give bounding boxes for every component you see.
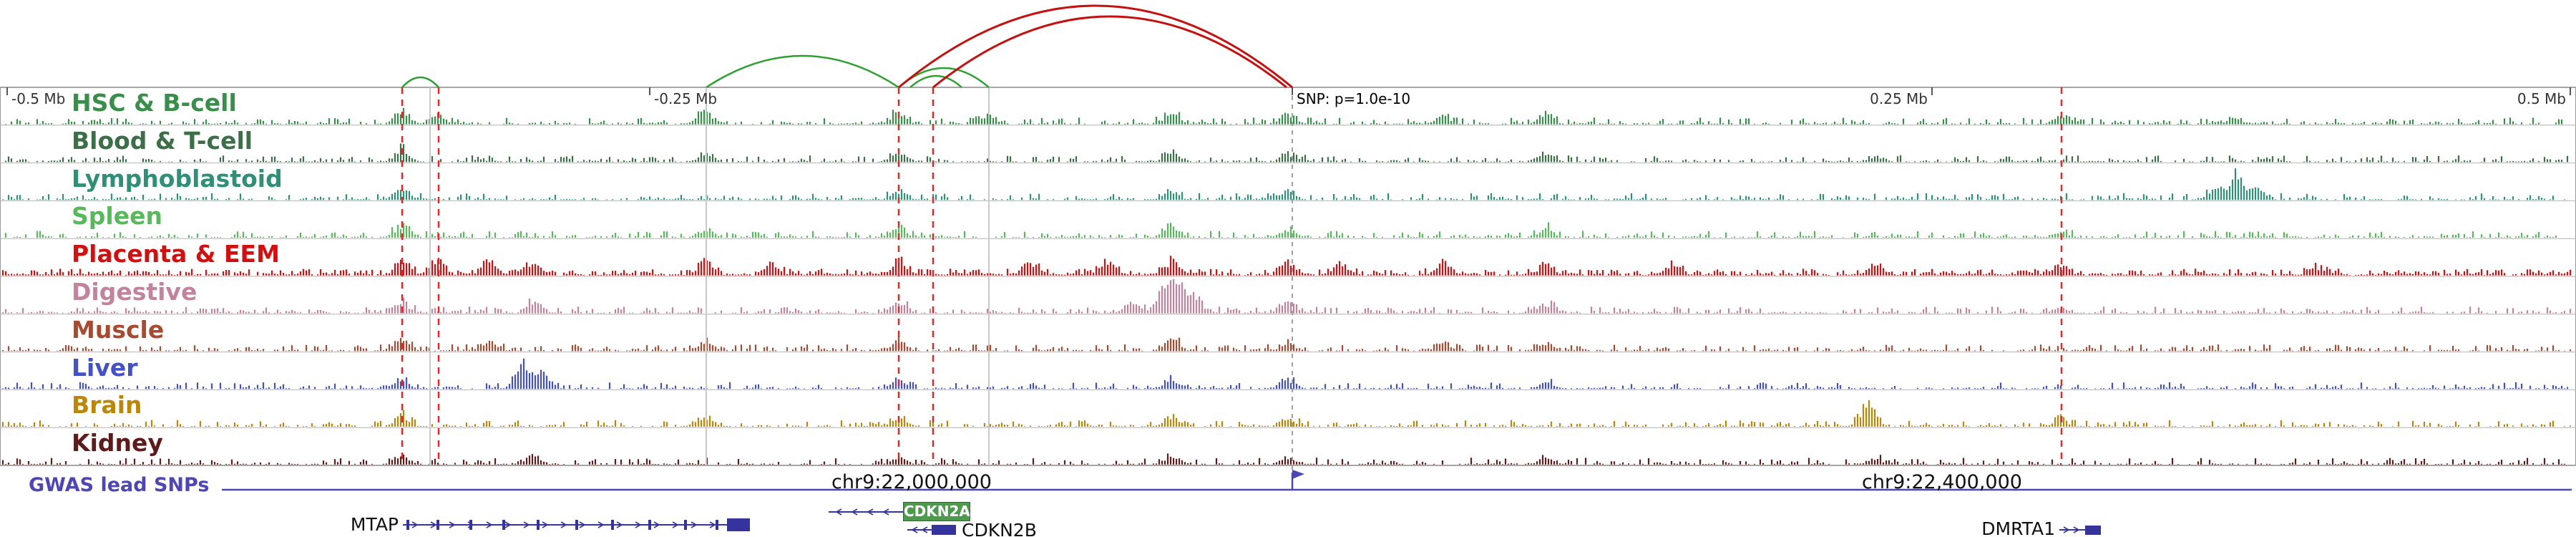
strand-arrow-icon: [709, 521, 716, 528]
gene-mtap-exon: [716, 520, 718, 530]
strand-arrow-icon: [921, 526, 928, 533]
track-label-spleen[interactable]: Spleen: [72, 202, 162, 231]
gene-mtap-end-exon: [727, 518, 750, 531]
interaction-arc: [932, 15, 1287, 89]
signal-blood-t-cell: [4, 143, 2569, 163]
strand-arrow-icon: [882, 508, 889, 516]
track-label-hsc-b-cell[interactable]: HSC & B-cell: [72, 89, 237, 117]
strand-arrow-icon: [851, 508, 858, 516]
ruler-label: 0.25 Mb: [1870, 90, 1928, 107]
strand-arrow-icon: [835, 508, 842, 516]
strand-arrow-icon: [579, 521, 586, 528]
strand-arrow-icon: [542, 521, 549, 528]
strand-arrow-icon: [449, 521, 456, 528]
strand-arrow-icon: [2063, 526, 2070, 533]
gene-label-mtap: MTAP: [350, 514, 399, 535]
gene-mtap-exon: [406, 520, 409, 530]
gene-mtap-exon: [648, 520, 651, 530]
strand-arrow-icon: [653, 521, 660, 528]
coordinate-label: chr9:22,400,000: [1862, 471, 2022, 493]
ruler-label: SNP: p=1.0e-10: [1297, 90, 1411, 107]
strand-arrow-icon: [411, 521, 419, 528]
interaction-arc: [401, 76, 439, 88]
strand-arrow-icon: [523, 521, 530, 528]
track-label-blood-t-cell[interactable]: Blood & T-cell: [72, 126, 253, 155]
strand-arrow-icon: [486, 521, 493, 528]
strand-arrow-icon: [560, 521, 567, 528]
gwas-snp-flag: [1292, 470, 1304, 479]
ruler-label: 0.5 Mb: [2517, 90, 2566, 107]
gene-mtap-exon: [502, 520, 505, 530]
track-label-kidney[interactable]: Kidney: [72, 429, 163, 458]
signal-digestive: [1, 279, 2572, 314]
interaction-arc: [909, 74, 962, 88]
interaction-arc: [706, 54, 899, 89]
signal-spleen: [4, 222, 2557, 238]
signal-kidney: [1, 453, 2566, 465]
strand-arrow-icon: [597, 521, 605, 528]
signal-hsc-b-cell: [4, 107, 2563, 125]
gene-cdkn2b-exon: [932, 525, 956, 535]
interaction-arc: [898, 4, 1293, 89]
ruler-label: -0.25 Mb: [654, 90, 718, 107]
signal-liver: [1, 358, 2569, 390]
gene-mtap-exon: [575, 520, 578, 530]
gwas-track-label: GWAS lead SNPs: [29, 474, 210, 496]
signal-brain: [1, 400, 2572, 427]
strand-arrow-icon: [616, 521, 623, 528]
gene-mtap-exon: [611, 520, 614, 530]
track-label-muscle[interactable]: Muscle: [72, 315, 165, 344]
strand-arrow-icon: [430, 521, 437, 528]
track-label-brain[interactable]: Brain: [72, 391, 142, 420]
signal-lymphoblastoid: [1, 168, 2566, 200]
strand-arrow-icon: [867, 508, 874, 516]
gene-label-cdkn2a: CDKN2A: [903, 502, 970, 521]
gene-mtap-exon: [469, 520, 472, 530]
ruler-label: -0.5 Mb: [11, 90, 66, 107]
strand-arrow-icon: [2073, 526, 2080, 533]
track-label-placenta-eem[interactable]: Placenta & EEM: [72, 240, 280, 268]
gene-mtap-exon: [684, 520, 687, 530]
gene-mtap-exon: [537, 520, 540, 530]
gene-dmrta1-exon: [2085, 526, 2101, 535]
strand-arrow-icon: [691, 521, 698, 528]
gene-mtap-exon: [436, 520, 439, 530]
strand-arrow-icon: [635, 521, 642, 528]
strand-arrow-icon: [504, 521, 512, 528]
strand-arrow-icon: [911, 526, 918, 533]
track-label-digestive[interactable]: Digestive: [72, 278, 197, 306]
signal-placenta-eem: [1, 256, 2572, 276]
signal-muscle: [1, 336, 2572, 352]
strand-arrow-icon: [672, 521, 679, 528]
gene-label-cdkn2b: CDKN2B: [962, 520, 1037, 537]
track-label-liver[interactable]: Liver: [72, 353, 138, 382]
gene-label-dmrta1: DMRTA1: [1981, 518, 2055, 537]
coordinate-label: chr9:22,000,000: [831, 471, 992, 493]
track-label-lymphoblastoid[interactable]: Lymphoblastoid: [72, 164, 283, 193]
